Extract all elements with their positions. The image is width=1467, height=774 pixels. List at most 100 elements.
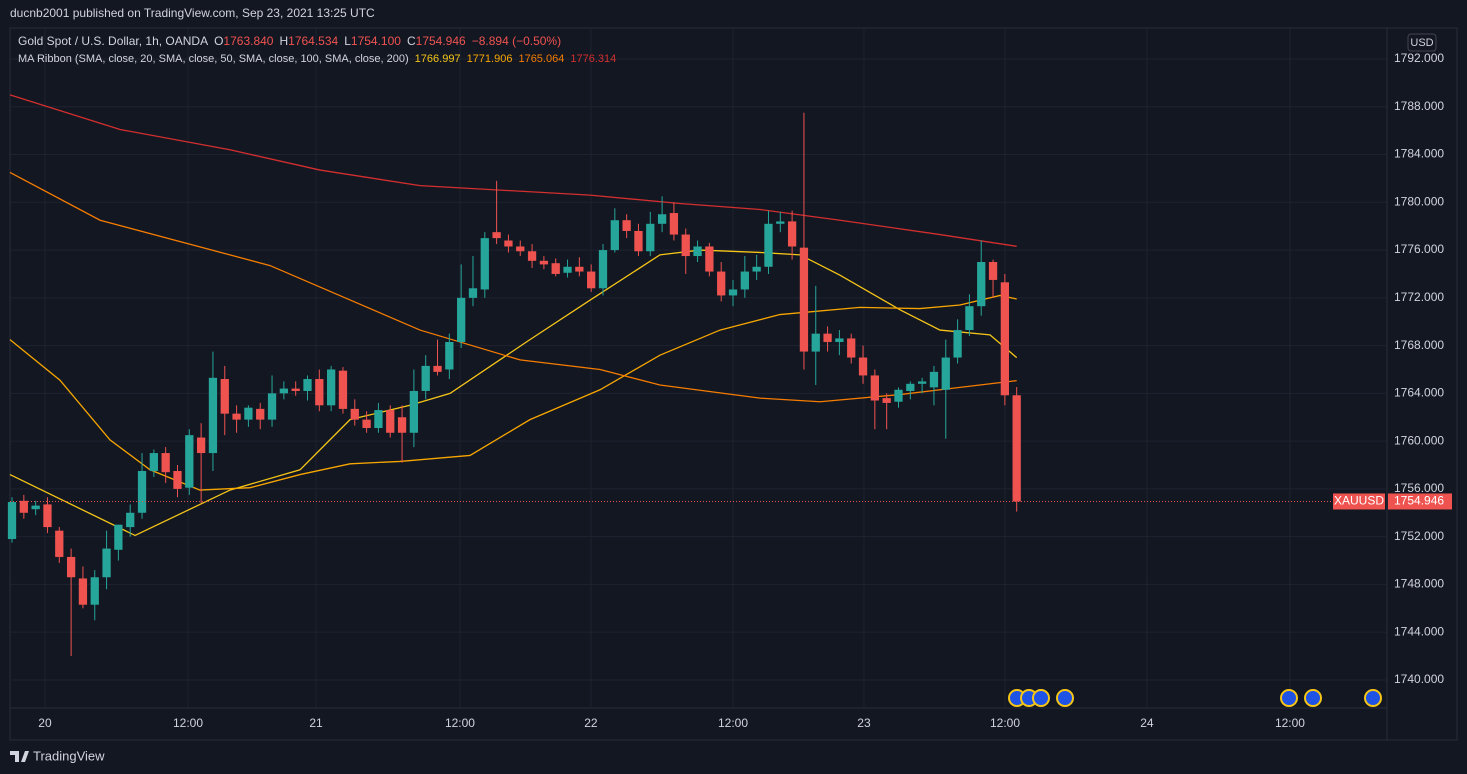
candle-body: [457, 297, 466, 343]
indicator-value: 1766.997: [415, 53, 461, 65]
candle-body: [196, 437, 206, 454]
event-icon[interactable]: [1364, 689, 1382, 707]
candle-body: [90, 577, 99, 605]
candle-body: [847, 338, 856, 358]
candle-body: [764, 223, 773, 267]
candle-body: [114, 524, 123, 550]
x-tick-label: 22: [584, 716, 598, 730]
ohlc-value: 1754.100: [351, 34, 401, 48]
candle-body: [965, 306, 974, 331]
candle-body: [917, 381, 927, 384]
candle-body: [173, 470, 182, 489]
x-tick-label: 12:00: [1275, 716, 1305, 730]
candle-body: [43, 504, 52, 528]
x-tick-label: 12:00: [173, 716, 203, 730]
y-tick-label: 1756.000: [1394, 481, 1444, 495]
candle-body: [657, 214, 667, 224]
y-tick-label: 1788.000: [1394, 99, 1444, 113]
candle-body: [906, 383, 915, 391]
symbol-name: Gold Spot / U.S. Dollar, 1h, OANDA: [18, 34, 208, 48]
candle-body: [646, 223, 655, 252]
candle-body: [232, 413, 241, 420]
candle-body: [693, 246, 702, 257]
y-tick-label: 1776.000: [1394, 242, 1444, 256]
ohlc-value: 1763.840: [223, 34, 273, 48]
candle-body: [835, 338, 844, 343]
candle-body: [256, 408, 265, 420]
grid: [10, 28, 1387, 708]
candle-body: [929, 371, 939, 388]
candle-body: [19, 500, 28, 513]
event-icon[interactable]: [1032, 689, 1050, 707]
indicator-value: 1776.314: [570, 53, 616, 65]
candle-body: [870, 375, 879, 401]
candle-body: [291, 388, 300, 391]
candle-body: [31, 505, 40, 510]
price-tag-value: 1754.946: [1394, 494, 1444, 508]
price-tag-symbol: XAUUSD: [1334, 494, 1384, 508]
candle-body: [208, 377, 218, 454]
indicator-name: MA Ribbon (SMA, close, 20, SMA, close, 5…: [18, 53, 409, 65]
candle-body: [823, 333, 832, 343]
x-tick-label: 24: [1140, 716, 1154, 730]
symbol-legend: Gold Spot / U.S. Dollar, 1h, OANDA O1763.…: [18, 34, 561, 48]
candle-body: [740, 271, 749, 290]
change-value: −8.894 (−0.50%): [472, 34, 561, 48]
candle-body: [362, 419, 371, 428]
candle-body: [409, 390, 419, 433]
candle-body: [941, 357, 950, 390]
candle-body: [244, 407, 253, 420]
ohlc-key: O: [214, 34, 223, 48]
event-icon[interactable]: [1056, 689, 1074, 707]
candle-body: [634, 230, 643, 252]
candle-body: [149, 453, 158, 471]
y-tick-label: 1772.000: [1394, 290, 1444, 304]
candle-body: [102, 548, 111, 578]
y-tick-label: 1752.000: [1394, 529, 1444, 543]
candle-body: [575, 266, 584, 272]
candle-body: [669, 213, 679, 235]
candle-body: [622, 220, 631, 231]
candle-body: [705, 246, 714, 272]
candle-body: [126, 512, 135, 528]
indicator-legend: MA Ribbon (SMA, close, 20, SMA, close, 5…: [18, 53, 616, 65]
candle-body: [1000, 282, 1010, 396]
candle-body: [327, 369, 336, 406]
y-tick-label: 1784.000: [1394, 147, 1444, 161]
ohlc-key: C: [407, 34, 416, 48]
y-tick-label: 1792.000: [1394, 51, 1444, 65]
event-icon[interactable]: [1280, 689, 1298, 707]
candle-body: [752, 266, 761, 272]
x-tick-label: 12:00: [718, 716, 748, 730]
y-tick-label: 1748.000: [1394, 577, 1444, 591]
candle-body: [7, 502, 17, 540]
ma-line: [9, 294, 1017, 491]
ohlc-value: 1764.534: [288, 34, 338, 48]
ma-line: [9, 94, 1017, 247]
x-tick-label: 12:00: [990, 716, 1020, 730]
candle-body: [894, 389, 903, 402]
currency-button[interactable]: [1407, 33, 1437, 52]
candle-body: [1012, 395, 1021, 502]
candle-body: [776, 221, 785, 224]
y-tick-label: 1740.000: [1394, 672, 1444, 686]
candle-body: [858, 357, 868, 376]
price-tag-symbol-bg: [1333, 493, 1385, 510]
candle-body: [610, 220, 619, 251]
candle-body: [161, 453, 170, 473]
event-icon[interactable]: [1304, 689, 1322, 707]
candle-body: [386, 410, 395, 433]
ma-line: [9, 249, 1018, 537]
candle-body: [468, 288, 478, 298]
candle-body: [598, 250, 608, 289]
candle-body: [799, 247, 809, 352]
x-tick-label: 23: [857, 716, 871, 730]
candle-body: [279, 388, 289, 394]
currency-label: USD: [1410, 37, 1433, 49]
y-tick-label: 1780.000: [1394, 194, 1444, 208]
candle-body: [137, 470, 147, 513]
brand-icon: [10, 751, 29, 762]
y-tick-label: 1764.000: [1394, 386, 1444, 400]
candle-body: [374, 410, 383, 428]
